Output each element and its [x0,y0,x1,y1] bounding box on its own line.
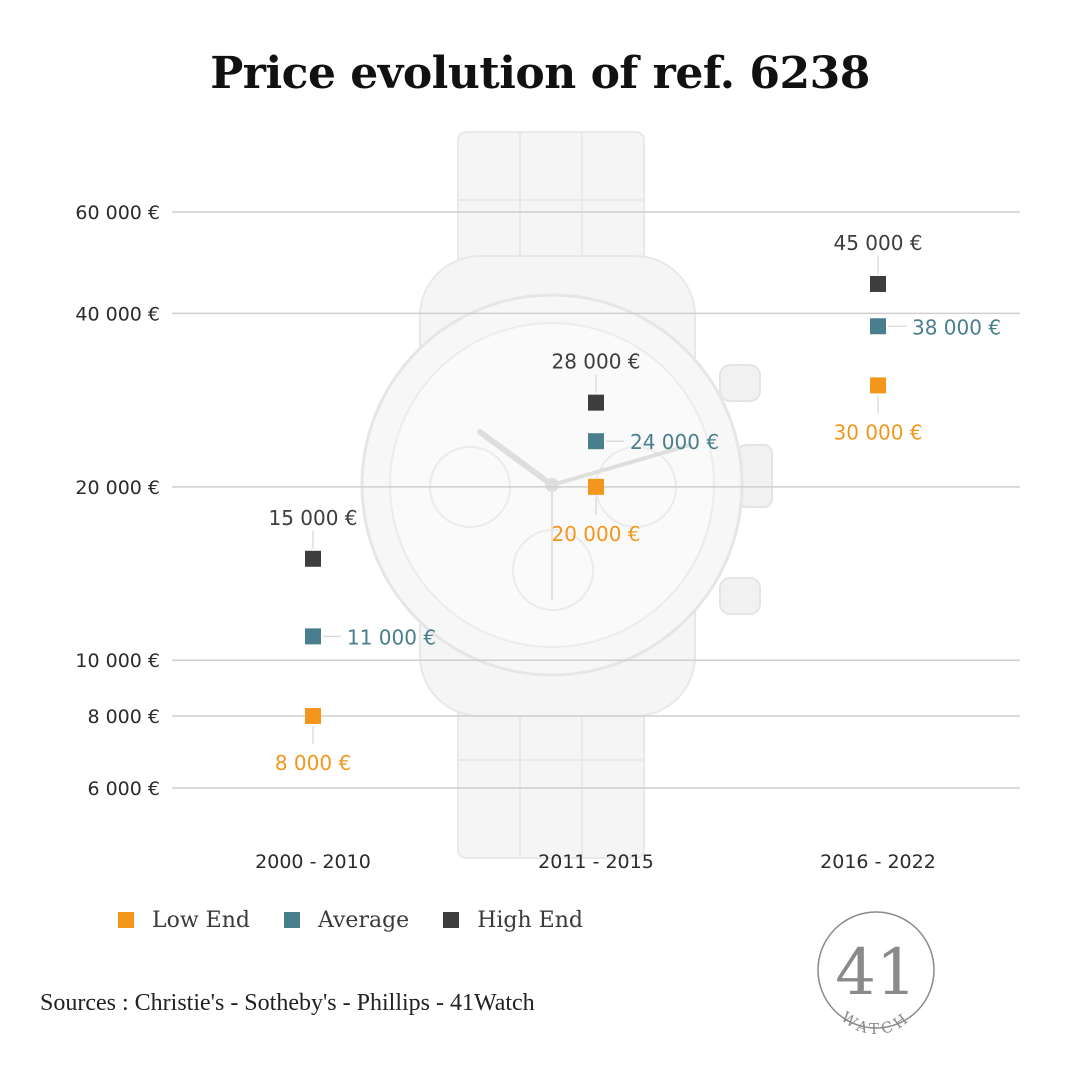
chart-title: Price evolution of ref. 6238 [210,48,870,99]
y-tick-label-10000: 10 000 € [75,650,160,672]
point-average-2011-2015 [588,433,604,450]
legend-item-average: Average [284,908,409,933]
y-tick-label-8000: 8 000 € [87,706,160,728]
point-low-2011-2015 [588,478,604,495]
legend-swatch-average [284,912,300,928]
x-tick-label-2016-2022: 2016 - 2022 [820,851,936,873]
point-low-2016-2022 [870,377,886,394]
point-average-2000-2010 [305,628,321,645]
legend-swatch-high-end [443,912,460,928]
x-tick-label-2000-2010: 2000 - 2010 [255,851,371,873]
data-label-average-2011-2015: 24 000 € [630,430,719,454]
legend-label-low-end: Low End [152,907,250,933]
price-chart: 6 000 € 8 000 € 10 000 € 20 000 € 40 000 € 60… [75,131,1020,873]
41watch-logo: 41 WATCH [817,911,935,1038]
legend-item-low-end: Low End [118,908,250,933]
legend-item-high-end: High End [443,908,583,933]
y-tick-label-6000: 6 000 € [87,778,160,800]
point-low-2000-2010 [305,708,321,725]
data-label-average-2000-2010: 11 000 € [347,625,436,649]
watch-background-image [360,131,773,859]
y-tick-label-20000: 20 000 € [75,477,160,499]
data-label-low-2011-2015: 20 000 € [551,522,640,546]
sources-note: Sources : Christie's - Sotheby's - Phill… [40,990,535,1016]
point-high-2016-2022 [870,275,886,292]
legend-label-high-end: High End [477,907,583,933]
y-tick-label-40000: 40 000 € [75,303,160,325]
y-tick-label-60000: 60 000 € [75,202,160,224]
chart-legend: Low End Average High End [118,905,617,935]
data-label-low-2016-2022: 30 000 € [833,420,922,444]
point-high-2011-2015 [588,394,604,411]
legend-swatch-low-end [118,912,134,928]
point-high-2000-2010 [305,550,321,567]
logo-word: WATCH [838,1008,914,1038]
x-tick-label-2011-2015: 2011 - 2015 [538,851,654,873]
data-label-high-2000-2010: 15 000 € [268,506,357,530]
logo-number: 41 [835,936,916,1010]
point-average-2016-2022 [870,318,886,335]
data-label-high-2016-2022: 45 000 € [833,231,922,255]
legend-label-average: Average [318,907,410,933]
data-label-average-2016-2022: 38 000 € [912,315,1001,339]
data-label-high-2011-2015: 28 000 € [551,350,640,374]
data-label-low-2000-2010: 8 000 € [275,751,351,775]
